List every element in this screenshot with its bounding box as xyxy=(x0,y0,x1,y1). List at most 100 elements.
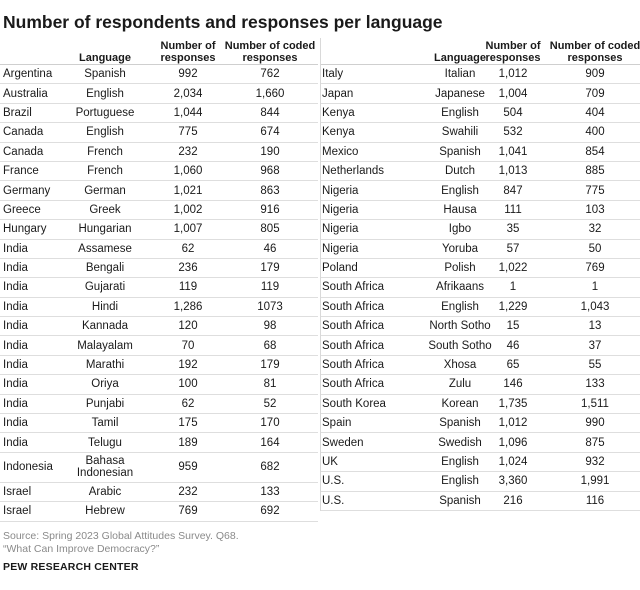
country-cell: Kenya xyxy=(322,106,355,119)
question-note: “What Can Improve Democracy?” xyxy=(3,543,160,555)
header-respondents: Number of responses xyxy=(485,40,541,64)
coded-responses-cell: 46 xyxy=(263,242,277,255)
coded-responses-cell: 179 xyxy=(260,359,280,372)
country-cell: Netherlands xyxy=(322,165,385,178)
right-table: Language Number of responses Number of co… xyxy=(320,38,640,511)
respondents-cell: 232 xyxy=(178,145,198,158)
respondents-cell: 1,004 xyxy=(498,87,528,100)
respondents-cell: 62 xyxy=(181,242,195,255)
respondents-cell: 216 xyxy=(503,494,523,507)
table-row: Israel Arabic 232 133 xyxy=(0,483,318,503)
language-cell: Xhosa xyxy=(443,359,477,372)
table-row: U.S. Spanish 216 116 xyxy=(321,492,640,511)
coded-responses-cell: 854 xyxy=(585,145,605,158)
coded-responses-cell: 52 xyxy=(263,397,277,410)
respondents-cell: 46 xyxy=(506,339,520,352)
header-coded: Number of coded responses xyxy=(224,40,316,64)
coded-responses-cell: 769 xyxy=(585,262,605,275)
table-row: Greece Greek 1,002 916 xyxy=(0,201,318,221)
table-row: Japan Japanese 1,004 709 xyxy=(321,84,640,104)
respondents-cell: 1 xyxy=(509,281,517,294)
table-row: Sweden Swedish 1,096 875 xyxy=(321,433,640,453)
language-cell: Spanish xyxy=(439,494,481,507)
language-cell: Swedish xyxy=(438,436,482,449)
country-cell: U.S. xyxy=(322,475,345,488)
language-cell: English xyxy=(441,475,479,488)
country-cell: Nigeria xyxy=(322,223,359,236)
country-cell: India xyxy=(3,281,28,294)
language-cell: German xyxy=(84,184,126,197)
country-cell: UK xyxy=(322,456,338,468)
respondents-cell: 532 xyxy=(503,126,523,139)
table-row: South Africa South Sotho 46 37 xyxy=(321,336,640,356)
language-cell: Bahasa Indonesian xyxy=(76,455,134,480)
respondents-cell: 175 xyxy=(178,417,198,430)
language-cell: English xyxy=(86,87,124,100)
table-row: Canada French 232 190 xyxy=(0,143,318,162)
country-cell: South Africa xyxy=(322,300,385,313)
coded-responses-cell: 119 xyxy=(260,281,280,294)
respondents-cell: 1,096 xyxy=(498,436,528,449)
header-language: Language xyxy=(79,52,131,64)
brand-logo-text: PEW RESEARCH CENTER xyxy=(3,561,139,573)
table-row: Spain Spanish 1,012 990 xyxy=(321,414,640,434)
country-cell: South Africa xyxy=(322,320,385,333)
country-cell: France xyxy=(3,165,39,178)
language-cell: Japanese xyxy=(435,87,485,100)
coded-responses-cell: 1,043 xyxy=(580,300,610,313)
header-coded: Number of coded responses xyxy=(549,40,640,64)
country-cell: India xyxy=(3,378,28,391)
country-cell: India xyxy=(3,262,28,275)
language-cell: English xyxy=(441,106,479,119)
language-cell: Marathi xyxy=(85,359,125,372)
language-cell: Hindi xyxy=(91,300,119,313)
coded-responses-cell: 863 xyxy=(260,184,280,197)
country-cell: Japan xyxy=(322,87,354,100)
table-row: Canada English 775 674 xyxy=(0,123,318,143)
country-cell: Canada xyxy=(3,126,44,139)
table-row: Italy Italian 1,012 909 xyxy=(321,65,640,85)
respondents-cell: 1,286 xyxy=(173,300,203,313)
coded-responses-cell: 682 xyxy=(260,461,280,474)
coded-responses-cell: 133 xyxy=(585,378,605,391)
respondents-cell: 35 xyxy=(506,223,520,236)
coded-responses-cell: 98 xyxy=(263,320,277,333)
language-cell: Yoruba xyxy=(441,242,479,255)
language-cell: English xyxy=(441,456,479,468)
language-cell: North Sotho xyxy=(429,320,491,333)
language-cell: Arabic xyxy=(88,486,122,498)
coded-responses-cell: 170 xyxy=(260,417,280,430)
respondents-cell: 1,007 xyxy=(173,223,203,236)
left-table: Language Number of responses Number of co… xyxy=(0,38,318,522)
coded-responses-cell: 50 xyxy=(588,242,602,255)
country-cell: Spain xyxy=(322,417,352,430)
country-cell: Argentina xyxy=(3,68,53,81)
language-cell: French xyxy=(87,145,123,158)
coded-responses-cell: 103 xyxy=(585,203,605,216)
table-row: Kenya English 504 404 xyxy=(321,104,640,124)
coded-responses-cell: 674 xyxy=(260,126,280,139)
country-cell: South Africa xyxy=(322,281,385,294)
table-row: South Africa North Sotho 15 13 xyxy=(321,317,640,337)
coded-responses-cell: 762 xyxy=(260,68,280,81)
country-cell: Nigeria xyxy=(322,203,359,216)
table-row: South Africa Zulu 146 133 xyxy=(321,375,640,395)
header-respondents: Number of responses xyxy=(160,40,216,64)
coded-responses-cell: 133 xyxy=(260,486,280,498)
language-cell: Spanish xyxy=(84,68,126,81)
language-cell: Hungarian xyxy=(78,223,132,236)
language-cell: Italian xyxy=(444,68,476,81)
respondents-cell: 236 xyxy=(178,262,198,275)
country-cell: Hungary xyxy=(3,223,47,236)
country-cell: U.S. xyxy=(322,494,345,507)
source-note: Source: Spring 2023 Global Attitudes Sur… xyxy=(3,530,239,542)
coded-responses-cell: 775 xyxy=(585,184,605,197)
table-row: Poland Polish 1,022 769 xyxy=(321,259,640,279)
coded-responses-cell: 990 xyxy=(585,417,605,430)
coded-responses-cell: 55 xyxy=(588,359,602,372)
country-cell: Brazil xyxy=(3,106,32,119)
country-cell: India xyxy=(3,300,28,313)
coded-responses-cell: 164 xyxy=(260,436,280,449)
country-cell: Sweden xyxy=(322,436,364,449)
table-row: Netherlands Dutch 1,013 885 xyxy=(321,162,640,182)
